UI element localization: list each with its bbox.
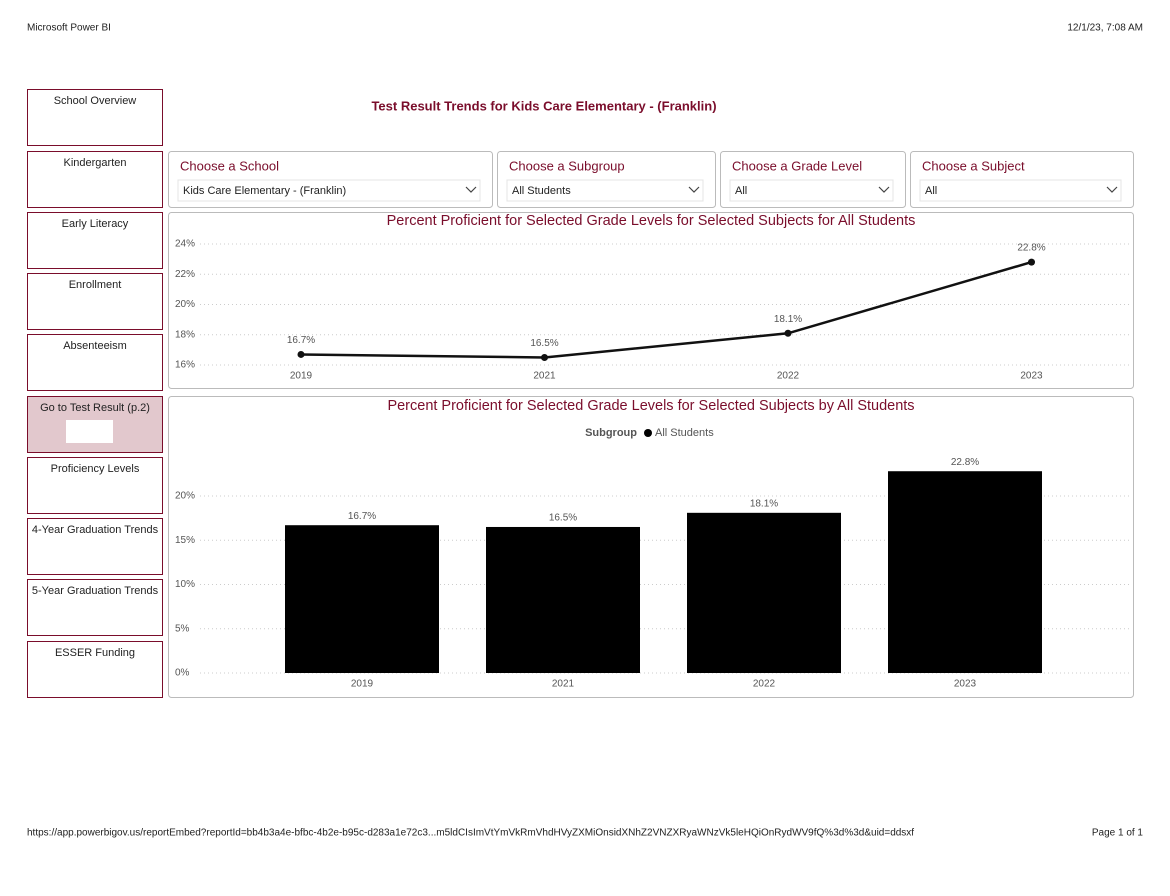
app-name: Microsoft Power BI — [27, 23, 111, 34]
x-tick-label: 2022 — [753, 679, 776, 690]
nav-label[interactable]: Proficiency Levels — [51, 463, 140, 475]
nav-label[interactable]: School Overview — [54, 95, 137, 107]
dropdown-value[interactable]: All Students — [512, 185, 571, 197]
chevron — [465, 186, 477, 193]
nav-label[interactable]: Go to Test Result (p.2) — [40, 402, 150, 414]
data-label: 16.7% — [348, 511, 376, 522]
chart-card — [168, 212, 1134, 389]
nav-button[interactable] — [27, 518, 163, 575]
y-tick-label: 0% — [175, 668, 190, 679]
filter-label: Choose a School — [180, 158, 279, 173]
bar — [486, 526, 640, 673]
dropdown[interactable] — [729, 179, 894, 202]
report-title: Test Result Trends for Kids Care Element… — [371, 98, 716, 113]
point — [784, 329, 792, 337]
timestamp: 12/1/23, 7:08 AM — [1067, 23, 1143, 34]
x-tick-label: 2022 — [777, 371, 800, 382]
y-tick-label: 15% — [175, 535, 195, 546]
url: https://app.powerbigov.us/reportEmbed?re… — [27, 828, 914, 839]
filter-label: Choose a Subject — [922, 158, 1025, 173]
dropdown[interactable] — [506, 179, 704, 202]
nav-button[interactable] — [27, 89, 163, 146]
x-tick-label: 2019 — [290, 371, 313, 382]
nav-button[interactable] — [27, 641, 163, 698]
data-label: 22.8% — [951, 457, 979, 468]
nav-label[interactable]: ESSER Funding — [55, 647, 135, 659]
dropdown[interactable] — [919, 179, 1122, 202]
nav-button[interactable] — [27, 457, 163, 514]
data-label: 18.1% — [774, 314, 802, 325]
nav-label[interactable]: 5-Year Graduation Trends — [32, 585, 159, 597]
nav-label[interactable]: Early Literacy — [62, 218, 129, 230]
x-tick-label: 2023 — [1020, 371, 1043, 382]
bar — [687, 512, 841, 673]
data-label: 16.5% — [549, 513, 577, 524]
bar — [888, 471, 1042, 673]
nav-label[interactable]: 4-Year Graduation Trends — [32, 524, 159, 536]
y-tick-label: 18% — [175, 329, 195, 340]
nav-label[interactable]: Kindergarten — [64, 157, 127, 169]
point — [1028, 258, 1035, 266]
nav-button[interactable] — [27, 212, 163, 269]
y-tick-label: 22% — [175, 269, 195, 280]
chevron — [1106, 186, 1118, 193]
chart-title: Percent Proficient for Selected Grade Le… — [387, 398, 914, 414]
x-tick-label: 2019 — [351, 679, 374, 690]
x-tick-label: 2021 — [533, 371, 556, 382]
y-tick-label: 20% — [175, 299, 195, 310]
chart-title: Percent Proficient for Selected Grade Le… — [387, 213, 916, 229]
y-tick-label: 24% — [175, 239, 195, 250]
data-label: 22.8% — [1017, 243, 1045, 254]
nav-label[interactable]: Absenteeism — [63, 340, 127, 352]
nav-button[interactable] — [27, 334, 163, 391]
data-label: 16.5% — [530, 338, 558, 349]
dropdown[interactable] — [177, 179, 481, 202]
y-tick-label: 16% — [175, 360, 195, 371]
data-label: 16.7% — [287, 335, 315, 346]
dropdown-value[interactable]: Kids Care Elementary - (Franklin) — [183, 185, 346, 197]
filter-label: Choose a Subgroup — [509, 158, 625, 173]
filter-label: Choose a Grade Level — [732, 158, 862, 173]
page-number: Page 1 of 1 — [1092, 828, 1144, 839]
line — [300, 260, 1032, 359]
y-tick-label: 10% — [175, 579, 195, 590]
point — [297, 350, 305, 358]
legend-label: All Students — [655, 427, 714, 439]
nav-button[interactable] — [27, 579, 163, 636]
legend-marker — [644, 429, 652, 437]
data-label: 18.1% — [750, 498, 778, 509]
y-tick-label: 5% — [175, 623, 190, 634]
dropdown-value[interactable]: All — [925, 185, 937, 197]
x-tick-label: 2023 — [954, 679, 977, 690]
dropdown-value[interactable]: All — [735, 185, 747, 197]
y-tick-label: 20% — [175, 491, 195, 502]
point — [541, 353, 548, 361]
bar — [285, 525, 439, 673]
nav-button[interactable] — [27, 151, 163, 208]
chevron — [688, 186, 700, 193]
legend-title: Subgroup — [585, 427, 637, 439]
chevron — [878, 186, 890, 193]
nav-indicator — [66, 420, 113, 443]
nav-label[interactable]: Enrollment — [69, 279, 122, 291]
nav-button[interactable] — [27, 273, 163, 330]
x-tick-label: 2021 — [552, 679, 575, 690]
